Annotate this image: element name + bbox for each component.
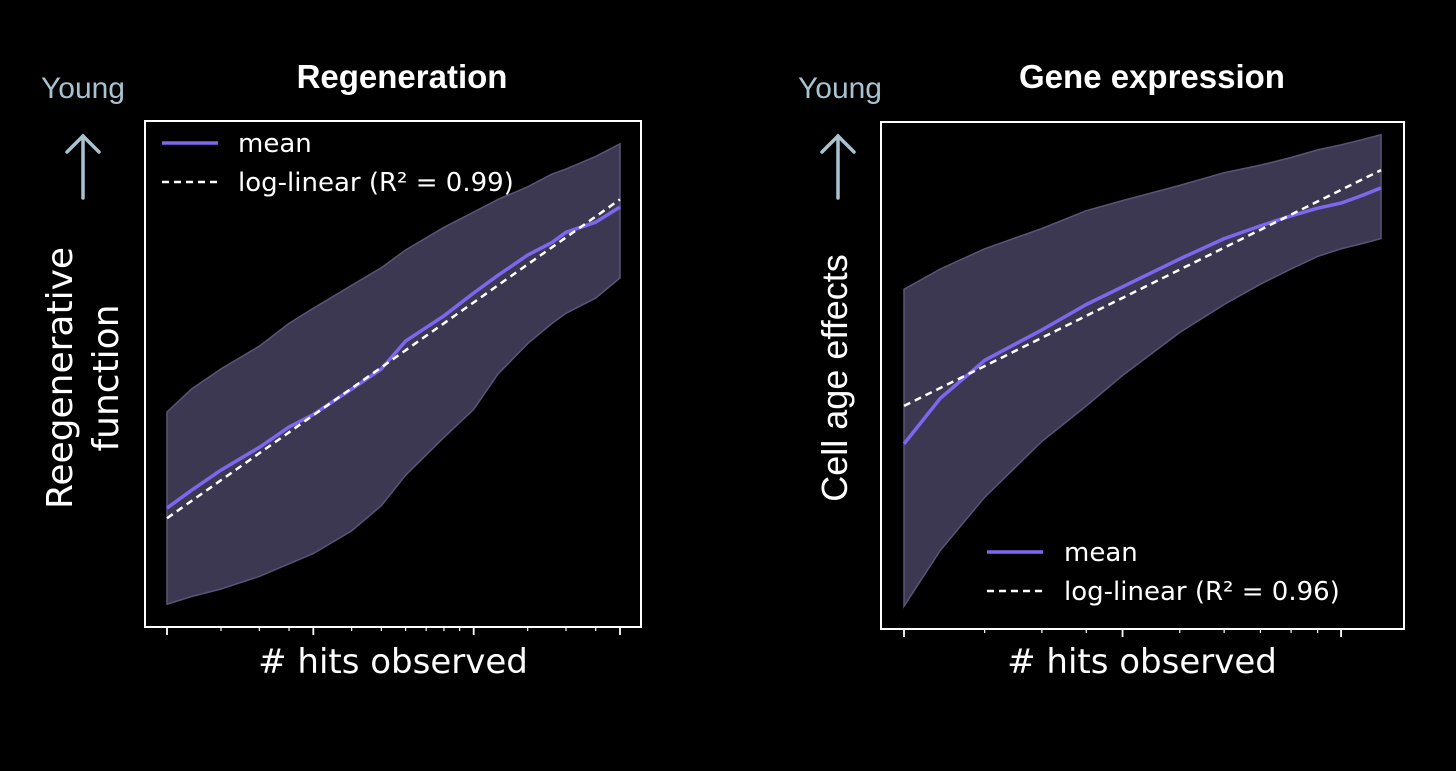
- up-arrow-icon: [65, 133, 101, 200]
- x-axis-label: # hits observed: [1007, 642, 1277, 682]
- x-axis-label: # hits observed: [258, 642, 528, 682]
- chart-gene-expression: Gene expression Young Cell age effects #…: [798, 58, 1405, 682]
- young-label: Young: [798, 72, 882, 105]
- legend: mean log-linear (R² = 0.99): [162, 129, 514, 198]
- legend: mean log-linear (R² = 0.96): [987, 538, 1340, 607]
- log-linear-fit-line: [166, 198, 621, 520]
- legend-fit-label: log-linear (R² = 0.99): [238, 168, 514, 198]
- chart-title: Regeneration: [297, 58, 508, 95]
- legend-mean-label: mean: [1064, 538, 1138, 568]
- log-linear-fit-line: [903, 169, 1382, 408]
- legend-fit-label: log-linear (R² = 0.96): [1064, 577, 1340, 607]
- y-axis-label: Cell age effects: [814, 254, 855, 501]
- y-axis-label-line2: function: [86, 304, 127, 451]
- plot-frame: [144, 120, 642, 628]
- chart-title: Gene expression: [1019, 58, 1285, 95]
- young-label: Young: [41, 72, 125, 105]
- chart-regeneration: Regeneration Young Reegenerative functio…: [40, 58, 642, 682]
- confidence-band: [903, 133, 1382, 609]
- mean-line: [165, 205, 621, 510]
- plot-frame: [880, 121, 1405, 630]
- y-axis-label: Reegenerative: [40, 247, 81, 509]
- up-arrow-icon: [820, 133, 856, 200]
- mean-line: [902, 186, 1382, 445]
- confidence-band: [166, 142, 621, 606]
- legend-mean-label: mean: [238, 129, 312, 159]
